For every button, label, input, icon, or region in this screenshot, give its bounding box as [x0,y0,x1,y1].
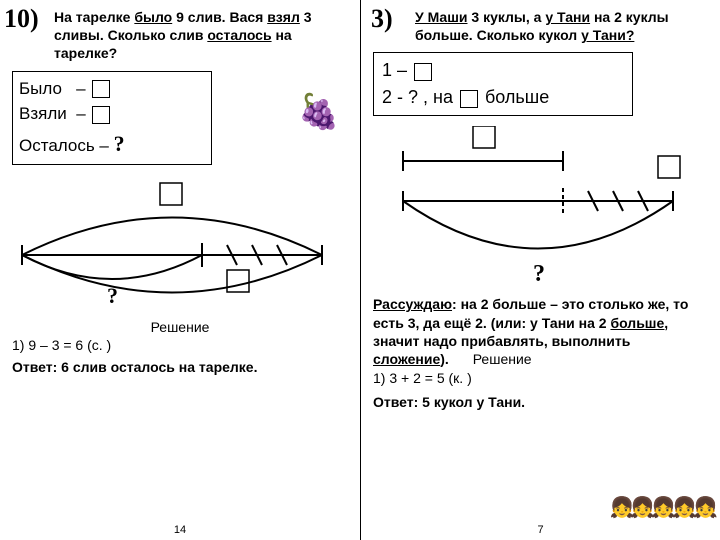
answer-left: Ответ: 6 слив осталось на тарелке. [12,359,348,375]
label: больше [480,87,549,107]
reasoning-right: Рассуждаю: на 2 больше – это столько же,… [373,295,708,368]
label: Было [19,79,62,98]
text-underline: осталось [207,27,271,43]
diagram-right: ? [373,126,693,291]
diagram-qmark-right: ? [533,261,545,287]
text: 9 слив. Вася [172,9,267,25]
label: 2 - ? , на [382,87,458,107]
problem-text-right: У Маши 3 куклы, а у Тани на 2 куклы боль… [415,8,708,44]
problem-text-left: На тарелке было 9 слив. Вася взял 3 слив… [54,8,348,63]
solution-label-right: Решение [473,351,532,367]
problem-number-right: 3) [371,4,393,34]
text-underline: У Маши [415,9,468,25]
text: На тарелке [54,9,134,25]
text-underline: больше, [610,315,668,331]
fill-box [460,90,478,108]
fill-box [92,80,110,98]
schema-right: 1 – 2 - ? , на больше [373,52,633,116]
page-number-left: 14 [174,524,186,536]
label: 1 – [382,60,412,80]
fill-box [92,106,110,124]
solution-label-left: Решение [12,319,348,335]
label: Осталось – [19,136,114,155]
text-underline: было [134,9,172,25]
left-column: 10) На тарелке было 9 слив. Вася взял 3 … [0,0,360,540]
diagram-left: ? [12,175,332,315]
text: 3 куклы, а [468,9,546,25]
text: ). [440,351,449,367]
solution-left: 1) 9 – 3 = 6 (с. ) [12,337,348,353]
answer-right: Ответ: 5 кукол у Тани. [373,394,573,410]
page-number-right: 7 [537,524,543,536]
text-underline: сложение [373,351,440,367]
schema-right-row2: 2 - ? , на больше [382,84,624,111]
dolls-icon: 👧👧👧👧👧 [609,495,714,520]
right-column: 3) У Маши 3 куклы, а у Тани на 2 куклы б… [360,0,720,540]
schema-row-2: Взяли – [19,101,205,127]
fruit-bowl-icon: 🍇 [298,92,340,132]
schema-left: Было – Взяли – Осталось – ? [12,71,212,165]
text-underline: у Тани [545,9,590,25]
schema-row-1: Было – [19,76,205,102]
label: Взяли [19,104,67,123]
problem-number-left: 10) [4,4,39,34]
diagram-qmark: ? [107,283,118,308]
text: значит надо прибавлять, выполнить [373,333,630,349]
text-underline: Рассуждаю [373,296,452,312]
schema-row-3: Осталось – ? [19,127,205,160]
question-mark: ? [114,131,125,156]
text-underline: у Тани? [581,27,634,43]
solution-right: 1) 3 + 2 = 5 (к. ) [373,370,708,386]
text-underline: взял [267,9,300,25]
schema-right-row1: 1 – [382,57,624,84]
dash: – [67,104,91,123]
fill-box [414,63,432,81]
dash: – [62,79,90,98]
